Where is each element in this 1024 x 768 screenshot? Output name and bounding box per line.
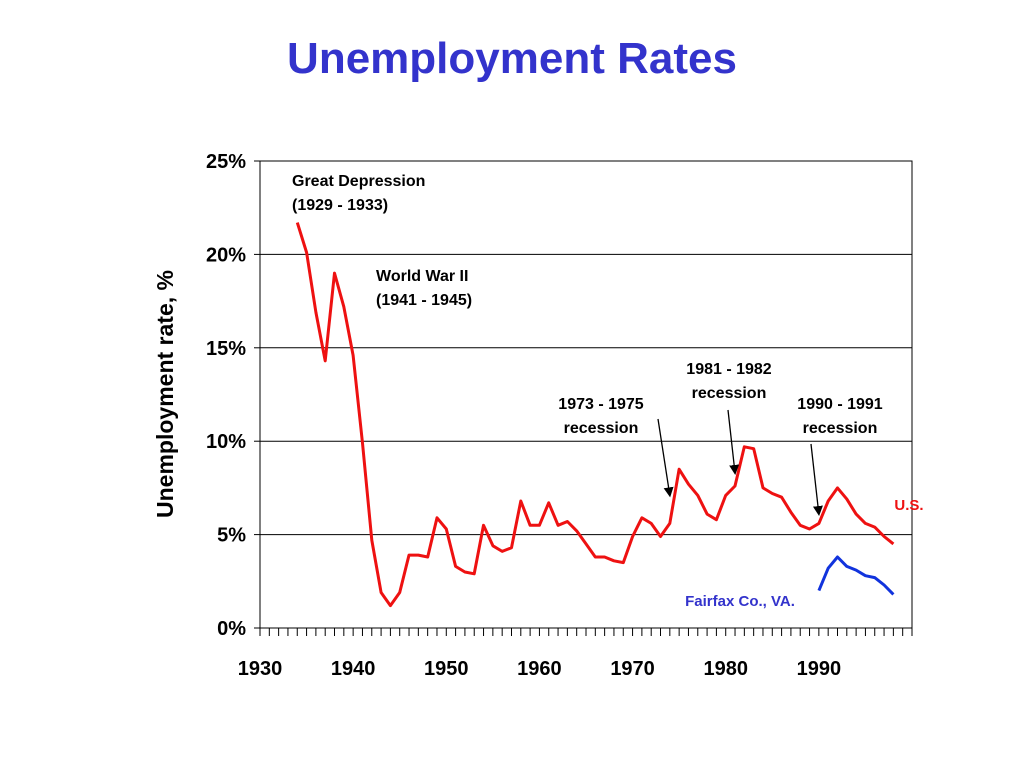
x-tick-label: 1960	[517, 658, 562, 680]
annotation-text: 1990 - 1991	[797, 396, 883, 413]
x-tick-label: 1980	[703, 658, 748, 680]
x-tick-label: 1930	[238, 658, 283, 680]
annotation-text: 1981 - 1982	[686, 361, 772, 378]
annotation-text: World War II	[376, 268, 468, 285]
annotation-text: recession	[692, 385, 767, 402]
annotation-text: (1941 - 1945)	[376, 292, 472, 309]
annotation: World War II (1941 - 1945)	[376, 268, 472, 309]
y-axis-label: Unemployment rate, %	[152, 270, 178, 518]
annotations: Great Depression (1929 - 1933) World War I…	[292, 173, 883, 517]
x-tick-marks	[259, 628, 913, 636]
y-tick-label: 5%	[217, 525, 246, 547]
x-tick-label: 1940	[331, 658, 376, 680]
y-tick-labels: 0% 5% 10% 15% 20% 25%	[206, 151, 260, 640]
slide-title: Unemployment Rates	[287, 34, 737, 83]
x-tick-label: 1990	[797, 658, 842, 680]
annotation-arrow	[657, 418, 674, 498]
series-layer	[295, 222, 895, 608]
annotation-text: recession	[564, 420, 639, 437]
y-tick-label: 0%	[217, 618, 246, 640]
annotation-text: Great Depression	[292, 173, 425, 190]
series-line-fairfax	[817, 555, 895, 596]
annotation: 1981 - 1982 recession	[686, 361, 772, 475]
x-tick-labels: 1930 1940 1950 1960 1970 1980 1990	[238, 658, 841, 680]
annotation-arrow	[727, 409, 740, 475]
annotation: 1990 - 1991 recession	[797, 396, 883, 517]
y-tick-label: 10%	[206, 431, 246, 453]
y-tick-label: 15%	[206, 338, 246, 360]
gridlines	[260, 253, 912, 536]
x-tick-label: 1970	[610, 658, 655, 680]
x-tick-label: 1950	[424, 658, 469, 680]
annotation-text: recession	[803, 420, 878, 437]
series-line-us	[295, 222, 895, 608]
annotation-text: (1929 - 1933)	[292, 197, 388, 214]
y-tick-label: 25%	[206, 151, 246, 173]
y-tick-label: 20%	[206, 244, 246, 266]
annotation: 1973 - 1975 recession	[558, 396, 674, 498]
annotation-arrow	[810, 443, 823, 517]
series-label-fairfax: Fairfax Co., VA.	[685, 593, 795, 610]
series-label-us: U.S.	[894, 497, 923, 514]
annotation: Great Depression (1929 - 1933)	[292, 173, 425, 214]
annotation-text: 1973 - 1975	[558, 396, 644, 413]
